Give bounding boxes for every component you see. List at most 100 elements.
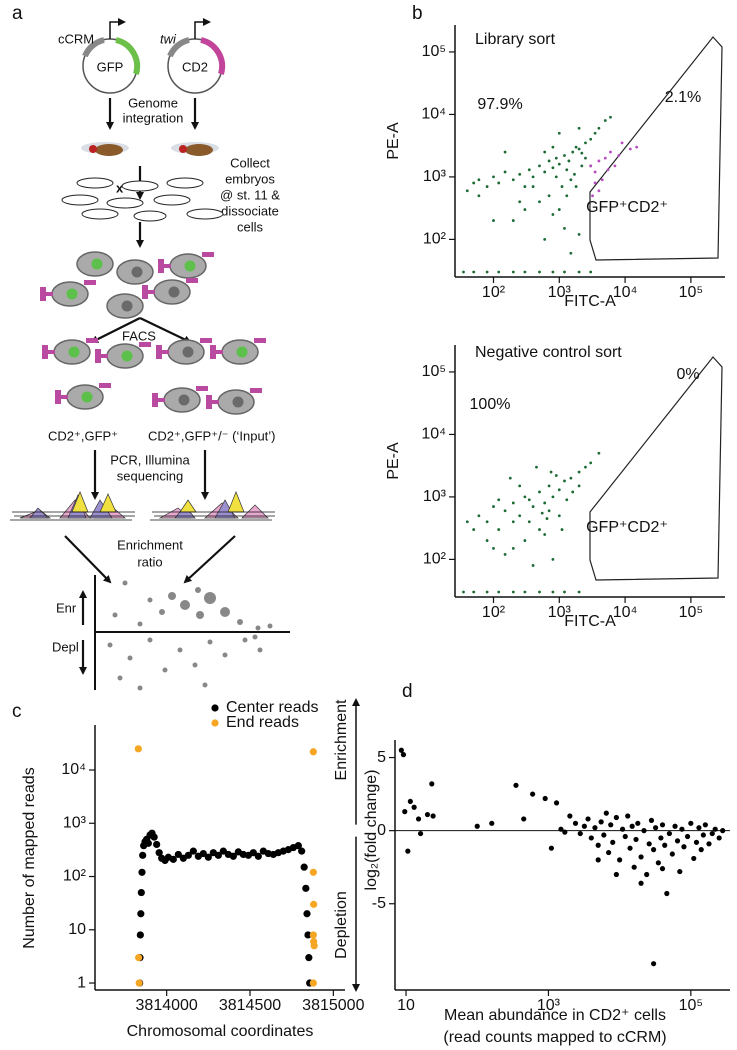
data-point xyxy=(543,170,547,174)
x-axis-label: Chromosomal coordinates xyxy=(127,1023,314,1040)
y-tick-label: 10³ xyxy=(423,488,447,505)
data-point xyxy=(229,852,237,860)
data-point xyxy=(310,942,318,950)
data-point xyxy=(430,813,436,819)
data-point xyxy=(309,931,317,939)
x-axis-label: (read counts mapped to cCRM) xyxy=(443,1029,666,1046)
data-point xyxy=(565,498,569,502)
step-label: Genome xyxy=(128,95,178,110)
plasmid-label: cCRM xyxy=(58,31,94,46)
data-point xyxy=(609,115,612,119)
data-point xyxy=(597,189,601,193)
fraction-label: CD2⁺,GFP⁺/⁻ (‘Input’) xyxy=(148,428,276,443)
chart-title: Library sort xyxy=(475,31,556,48)
promoter-arrow xyxy=(109,18,126,39)
data-point xyxy=(309,868,317,876)
data-point xyxy=(531,185,535,188)
data-point xyxy=(577,233,581,236)
x-axis-label: FITC-A xyxy=(564,613,616,630)
data-point xyxy=(153,840,161,849)
y-tick-label: 5 xyxy=(377,749,386,766)
data-point xyxy=(635,820,641,826)
fly xyxy=(81,142,129,156)
data-point xyxy=(169,855,177,863)
y-tick-label: 10³ xyxy=(423,168,447,185)
data-point xyxy=(577,270,581,274)
data-point xyxy=(497,590,501,594)
data-point xyxy=(150,833,158,841)
arrow xyxy=(183,535,236,584)
data-point xyxy=(174,850,182,859)
y-tick-label: 10 xyxy=(68,921,86,938)
data-point xyxy=(560,185,564,188)
data-point xyxy=(588,835,594,841)
x-tick-label: 10⁵ xyxy=(679,604,703,621)
data-point xyxy=(577,470,581,474)
data-point xyxy=(613,164,617,168)
data-point xyxy=(511,546,515,550)
data-point xyxy=(485,270,489,274)
x-tick-label: 3814000 xyxy=(136,997,198,1014)
data-point xyxy=(551,166,555,170)
data-point xyxy=(521,816,527,822)
data-point xyxy=(492,505,495,508)
data-point xyxy=(513,782,519,788)
data-point xyxy=(551,590,555,594)
data-point xyxy=(712,826,718,832)
data-point xyxy=(551,557,555,561)
data-point xyxy=(560,528,564,531)
data-point xyxy=(462,270,465,274)
data-point xyxy=(613,814,619,821)
data-point xyxy=(523,208,527,211)
data-point xyxy=(485,520,489,524)
data-point xyxy=(134,745,142,753)
data-point xyxy=(672,823,678,829)
fly xyxy=(171,142,219,156)
data-point xyxy=(543,533,547,536)
data-point xyxy=(601,832,607,838)
cross-label: x xyxy=(116,180,124,195)
data-point xyxy=(571,490,575,494)
data-point xyxy=(518,200,522,204)
data-point xyxy=(492,546,495,550)
data-point xyxy=(139,851,147,859)
arrow xyxy=(64,535,112,584)
data-point xyxy=(199,849,207,858)
data-point xyxy=(531,564,535,567)
data-point xyxy=(650,961,657,967)
schematic-plot xyxy=(79,575,290,691)
data-point xyxy=(547,509,551,513)
data-point xyxy=(553,800,560,806)
data-point xyxy=(527,168,531,172)
plasmid-segment xyxy=(167,37,190,58)
data-point xyxy=(474,823,480,829)
data-point xyxy=(679,826,685,832)
x-tick-label: 10² xyxy=(482,284,506,301)
y-axis-label: log₂(fold change) xyxy=(363,770,380,891)
data-point xyxy=(655,860,661,866)
plasmid-segment xyxy=(82,37,105,58)
plasmid-segment xyxy=(200,37,226,75)
gate xyxy=(589,36,723,261)
step-label: cells xyxy=(237,219,264,234)
data-point xyxy=(577,484,581,488)
coverage-tracks xyxy=(10,491,275,521)
data-point xyxy=(294,842,302,850)
x-tick-label: 10⁵ xyxy=(679,997,703,1014)
data-point xyxy=(558,826,564,832)
data-point xyxy=(593,170,597,174)
charts: 10² 10³ 10⁴ 10⁵ 10² 10³ 10⁴ 10⁵ Library sort 97.9… xyxy=(21,25,730,1046)
side-label: Enrichment xyxy=(333,699,350,780)
data-point xyxy=(543,501,547,505)
data-point xyxy=(548,845,554,851)
data-point xyxy=(551,145,555,149)
data-point xyxy=(595,842,601,848)
data-point xyxy=(574,185,578,188)
data-point xyxy=(720,828,726,834)
data-point xyxy=(531,175,535,179)
y-tick-label: 10² xyxy=(63,868,87,885)
annotation: GFP⁺CD2⁺ xyxy=(586,199,668,216)
data-point xyxy=(631,864,637,870)
y-axis-label: Number of mapped reads xyxy=(21,767,38,948)
x-axis-label: FITC-A xyxy=(564,293,616,310)
